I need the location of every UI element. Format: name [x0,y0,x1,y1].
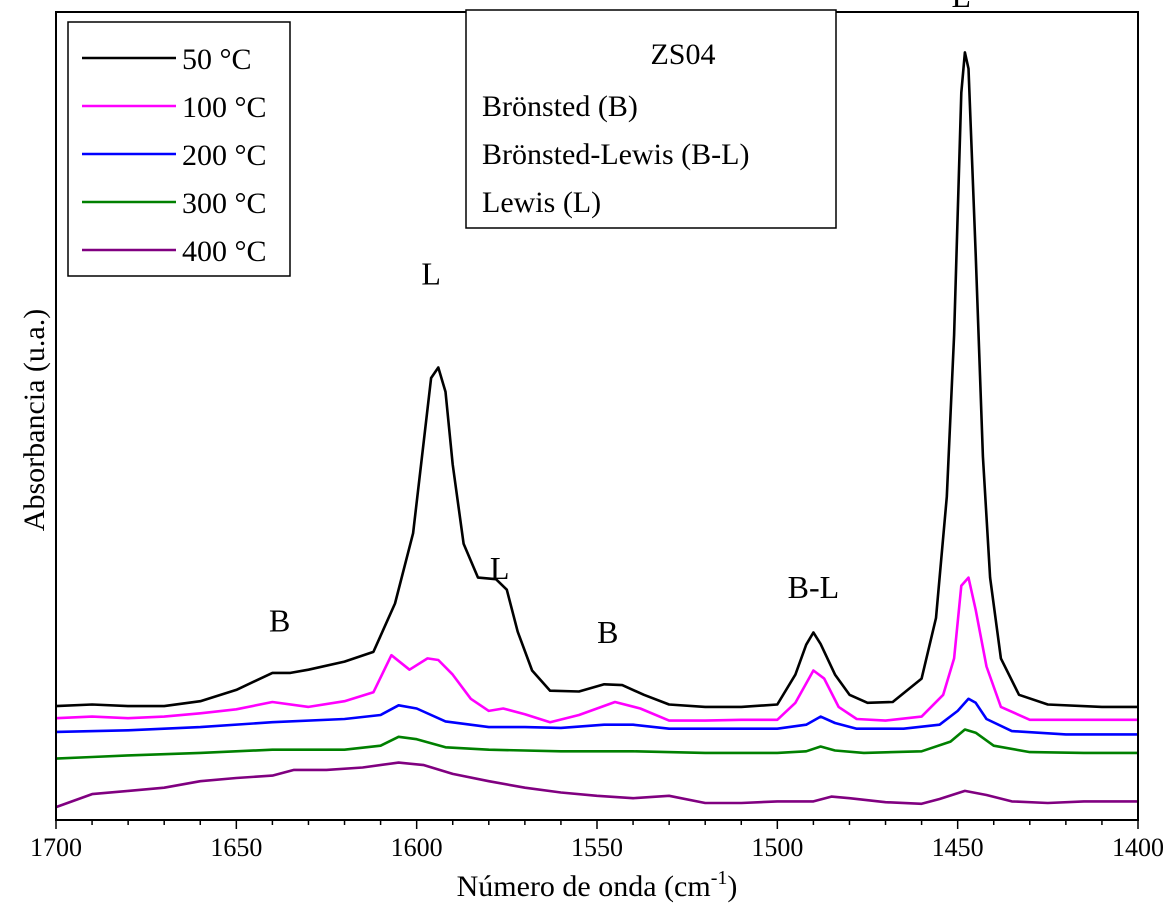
legend-box [67,21,291,277]
x-axis-ticks [55,820,1139,829]
x-axis-label: Número de onda (cm-1) [457,867,738,903]
peak-label-6: L [951,0,971,14]
y-axis-label: Absorbancia (u.a.) [18,309,51,531]
x-tick-label: 1400 [1112,833,1164,862]
peak-label-4: B [597,614,618,650]
peak-label-2: L [421,255,441,291]
peak-label-3: L [490,550,510,586]
series-layer [55,51,1138,809]
x-tick-label: 1650 [210,833,262,862]
legend-items: 50 °C 100 °C 200 °C 300 °C 400 °C [82,43,267,268]
info-box-line-bronsted: Brönsted (B) [482,90,638,123]
series-line-3 [55,697,1138,736]
legend-label-1: 50 °C [182,43,252,76]
x-axis-label-main: Número de onda (cm [457,870,711,903]
peak-labels: B L L B B-L L [269,0,971,650]
info-box-line-bronsted-lewis: Brönsted-Lewis (B-L) [482,138,749,171]
x-axis-label-superscript: -1 [711,867,728,889]
peak-label-1: B [269,603,290,639]
series-line-5 [55,761,1138,809]
series-line-1 [55,51,1138,709]
x-axis-label-close: ) [727,870,737,903]
series-line-2 [55,576,1138,724]
x-tick-label: 1500 [751,833,803,862]
info-box-title: ZS04 [650,38,715,71]
x-tick-label: 1600 [391,833,443,862]
x-tick-label: 1450 [932,833,984,862]
legend-label-5: 400 °C [182,235,267,268]
info-box: ZS04 Brönsted (B) Brönsted-Lewis (B-L) L… [465,9,837,229]
series-line-4 [55,728,1138,760]
x-tick-label: 1550 [571,833,623,862]
legend: 50 °C 100 °C 200 °C 300 °C 400 °C [67,21,291,277]
x-tick-label: 1700 [30,833,82,862]
info-box-frame [465,9,837,229]
x-axis-tick-labels: 1700 1650 1600 1550 1500 1450 1400 [30,833,1164,862]
legend-label-2: 100 °C [182,91,267,124]
legend-label-3: 200 °C [182,139,267,172]
legend-label-4: 300 °C [182,187,267,220]
peak-label-5: B-L [788,569,840,605]
info-box-line-lewis: Lewis (L) [482,186,601,219]
